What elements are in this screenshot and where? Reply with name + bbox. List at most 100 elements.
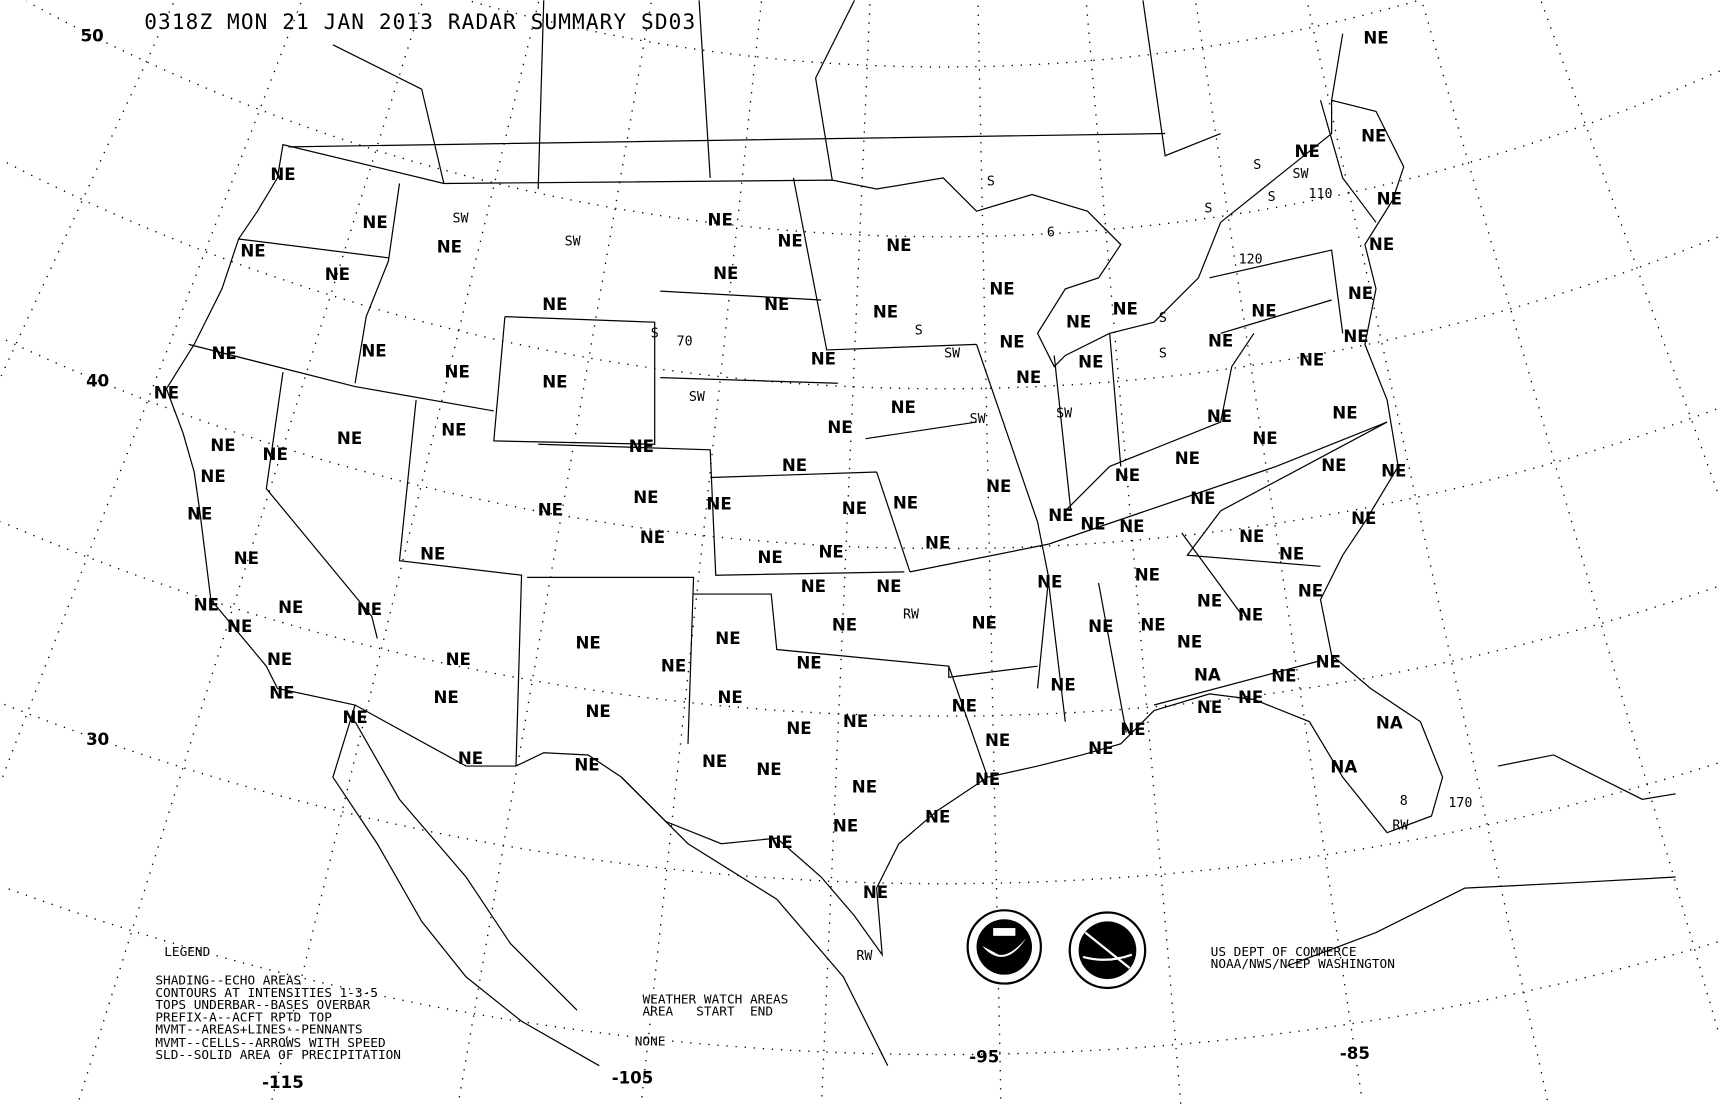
echo-label: 120	[1239, 252, 1263, 267]
station-label: NE	[1295, 142, 1320, 161]
legend-line: CONTOURS AT INTENSITIES 1-3-5	[155, 986, 378, 1001]
echo-label: 8	[1400, 794, 1408, 809]
echo-label: SW	[1056, 407, 1072, 422]
latitude-line	[0, 158, 1718, 390]
station-label: NE	[1298, 581, 1323, 600]
cuba-bahamas	[1287, 754, 1676, 967]
station-label: NE	[1239, 527, 1264, 546]
station-label: NE	[1208, 332, 1233, 351]
station-label: NA	[1330, 758, 1357, 777]
lon-label-85: -85	[1340, 1044, 1370, 1063]
echo-label: SW	[453, 211, 469, 226]
echo-label: SW	[970, 412, 986, 427]
station-label: NE	[325, 265, 350, 284]
nws-logo	[1068, 911, 1147, 990]
echo-label: S	[1159, 311, 1167, 326]
station-label: NA	[1194, 666, 1221, 685]
station-label: NE	[718, 688, 743, 707]
longitude-line	[270, 1, 540, 1102]
station-label: NE	[433, 688, 458, 707]
station-label: NE	[1252, 429, 1277, 448]
echo-label: S	[987, 175, 995, 190]
echo-label: SW	[944, 347, 960, 362]
station-label: NE	[876, 577, 901, 596]
credits-line-2: NOAA/NWS/NCEP WASHINGTON	[1211, 957, 1395, 972]
lat-label-40: 40	[86, 372, 109, 391]
station-label: NE	[200, 467, 225, 486]
echo-labels: SW SW SW SW SW SW SW S S S S S S S S 6 RW RW RW 70 120 110 170…	[453, 158, 1473, 964]
station-label: NE	[154, 384, 179, 403]
station-label: NE	[210, 436, 235, 455]
watch-columns: AREA START END	[643, 1005, 774, 1020]
map-title: 0318Z MON 21 JAN 2013 RADAR SUMMARY SD03	[144, 9, 696, 34]
longitude-line	[76, 3, 423, 1106]
station-label: NE	[187, 505, 212, 524]
station-label: NE	[240, 242, 265, 261]
longitude-line	[821, 4, 871, 1102]
station-label: NE	[827, 418, 852, 437]
station-label: NE	[640, 528, 665, 547]
watch-title: WEATHER WATCH AREAS	[643, 993, 789, 1008]
station-label: NE	[972, 613, 997, 632]
echo-label: 6	[1047, 226, 1055, 241]
station-label: NE	[1135, 566, 1160, 585]
station-label: NE	[263, 445, 288, 464]
longitude-line	[640, 1, 763, 1105]
latitude-line	[0, 702, 1718, 885]
station-label: NE	[985, 731, 1010, 750]
station-label: NE	[891, 398, 916, 417]
station-label: NE	[1175, 449, 1200, 468]
station-label: NE	[212, 344, 237, 363]
station-label: NE	[925, 534, 950, 553]
station-label: NE	[715, 629, 740, 648]
station-label: NE	[1377, 190, 1402, 209]
station-label: NE	[1119, 517, 1144, 536]
station-label: NE	[796, 653, 821, 672]
station-label: NE	[1190, 489, 1215, 508]
station-label: NE	[893, 494, 918, 513]
station-label: NE	[702, 752, 727, 771]
station-label: NE	[337, 429, 362, 448]
station-label: NE	[441, 420, 466, 439]
legend-title: LEGEND	[164, 945, 210, 960]
station-label: NE	[1088, 617, 1113, 636]
station-label: NE	[886, 236, 911, 255]
station-label: NE	[1343, 327, 1368, 346]
station-label: NE	[542, 373, 567, 392]
legend-line: MVMT--CELLS--ARROWS WITH SPEED	[155, 1036, 385, 1051]
station-label: NE	[999, 333, 1024, 352]
lat-label-30: 30	[86, 730, 109, 749]
station-label: NE	[574, 755, 599, 774]
longitude-line	[0, 2, 302, 780]
station-label: NA	[1376, 713, 1403, 732]
station-label: NE	[342, 708, 367, 727]
station-label: NE	[1115, 466, 1140, 485]
station-label: NE	[633, 488, 658, 507]
station-label: NE	[713, 264, 738, 283]
station-label: NE	[801, 577, 826, 596]
station-label: NE	[1251, 302, 1276, 321]
station-label: NE	[585, 702, 610, 721]
station-label: NE	[952, 697, 977, 716]
credits-line-1: US DEPT OF COMMERCE	[1211, 945, 1357, 960]
echo-label: S	[1204, 201, 1212, 216]
station-label: NE	[446, 650, 471, 669]
station-label: NE	[1316, 652, 1341, 671]
station-label: NE	[1238, 606, 1263, 625]
station-label: NE	[925, 808, 950, 827]
station-label: NE	[661, 657, 686, 676]
station-label: NE	[767, 833, 792, 852]
station-label: NE	[420, 545, 445, 564]
station-label: NE	[445, 363, 470, 382]
station-label: NE	[1050, 676, 1075, 695]
legend-line: TOPS UNDERBAR--BASES OVERBAR	[155, 998, 370, 1013]
legend-line: MVMT--AREAS+LINES--PENNANTS	[155, 1022, 362, 1037]
noaa-logo	[966, 909, 1042, 985]
echo-label: S	[651, 327, 659, 342]
station-label: NE	[989, 279, 1014, 298]
station-label: NE	[819, 542, 844, 561]
canada-province-lines	[288, 0, 1344, 190]
legend-line: SLD--SOLID AREA OF PRECIPITATION	[155, 1048, 401, 1063]
echo-label: S	[1253, 158, 1261, 173]
